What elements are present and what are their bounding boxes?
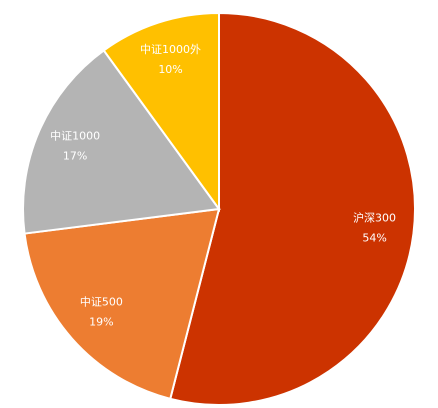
pie-slice xyxy=(102,11,220,213)
slice-label: 沪深300 xyxy=(353,211,396,225)
value-label: 17% xyxy=(63,150,87,163)
value-label: 54% xyxy=(362,232,386,245)
pie-slice xyxy=(22,49,221,235)
slice-label: 中证1000 xyxy=(50,130,100,143)
value-label: 19% xyxy=(89,316,113,329)
value-label: 10% xyxy=(158,63,182,76)
slice-label: 中证1000外 xyxy=(140,43,201,56)
slice-label: 中证500 xyxy=(80,296,123,309)
pie-slice xyxy=(23,207,221,401)
pie-slice xyxy=(169,11,416,406)
